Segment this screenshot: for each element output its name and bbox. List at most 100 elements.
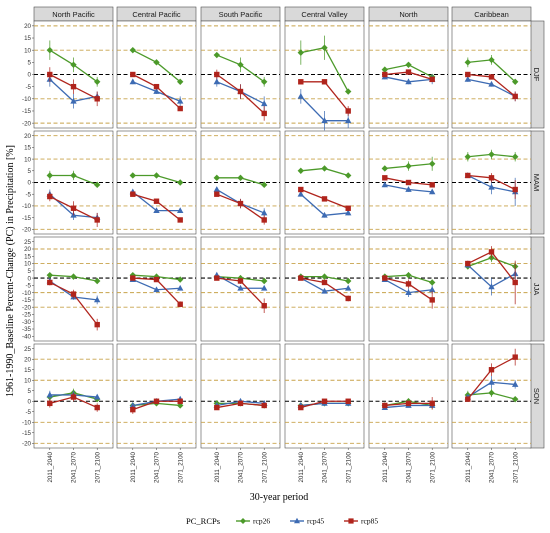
data-point-rcp85 (94, 321, 100, 328)
y-tick-label: 10 (24, 377, 31, 384)
data-point-rcp45 (297, 190, 304, 197)
y-tick-label: 0 (28, 72, 32, 79)
data-point-rcp85 (177, 398, 183, 404)
data-point-rcp45 (405, 186, 412, 192)
legend-key-marker-rcp26 (240, 518, 246, 524)
y-tick-label: 15 (24, 253, 31, 260)
y-tick-label: -35 (22, 326, 32, 333)
data-point-rcp26 (429, 160, 436, 167)
row-strip-label: JJA (532, 283, 541, 296)
data-point-rcp26 (70, 61, 77, 68)
data-point-rcp26 (488, 151, 495, 158)
data-point-rcp45 (177, 284, 184, 291)
y-tick-label: 0 (28, 275, 32, 282)
x-tick-label: 2011_2040 (47, 451, 54, 482)
x-tick-label: 2071_2100 (345, 451, 352, 483)
y-tick-label: 5 (28, 168, 32, 175)
data-point-rcp26 (70, 172, 77, 179)
panel-background (116, 343, 197, 449)
y-tick-label: 15 (24, 35, 31, 42)
data-point-rcp26 (177, 276, 184, 283)
data-point-rcp85 (177, 301, 183, 307)
data-point-rcp45 (345, 117, 352, 124)
data-point-rcp85 (465, 71, 471, 78)
legend-key-marker-rcp85 (348, 518, 354, 524)
legend: PC_RCPs rcp26 rcp45 rcp85 (186, 516, 378, 526)
data-point-rcp85 (512, 93, 518, 100)
data-point-rcp45 (261, 100, 268, 107)
data-point-rcp85 (488, 175, 495, 181)
data-point-rcp45 (153, 88, 160, 94)
data-point-rcp85 (465, 172, 471, 179)
data-point-rcp45 (70, 97, 77, 104)
data-point-rcp85 (261, 402, 267, 409)
data-point-rcp85 (130, 71, 136, 78)
y-tick-label: -10 (22, 96, 32, 103)
y-tick-label: 20 (24, 133, 31, 140)
data-point-rcp26 (512, 395, 519, 403)
column-strip-label: North (399, 10, 417, 19)
row-strip-label: SON (532, 388, 541, 404)
y-tick-label: 0 (28, 398, 32, 405)
data-point-rcp26 (488, 56, 495, 64)
data-point-rcp85 (214, 275, 220, 281)
x-tick-label: 2011_2040 (130, 451, 137, 482)
data-point-rcp45 (94, 296, 101, 303)
legend-label-rcp26: rcp26 (253, 517, 270, 526)
legend-label-rcp85: rcp85 (361, 517, 378, 526)
y-tick-label: -15 (22, 297, 32, 304)
data-point-rcp45 (429, 286, 436, 293)
y-tick-label: -10 (22, 203, 32, 210)
y-tick-label: -20 (22, 227, 32, 234)
data-point-rcp85 (298, 404, 304, 411)
x-tick-label: 2041_2070 (238, 451, 245, 483)
data-point-rcp26 (321, 44, 328, 51)
data-point-rcp26 (464, 59, 471, 66)
data-point-rcp45 (213, 186, 220, 192)
data-point-rcp26 (177, 78, 184, 85)
y-tick-label: -15 (22, 430, 32, 437)
data-point-rcp45 (129, 402, 136, 408)
data-point-rcp45 (261, 209, 268, 216)
data-point-rcp85 (153, 276, 160, 283)
column-strip-label: Central Valley (301, 10, 347, 19)
y-tick-label: 5 (28, 268, 32, 275)
data-point-rcp26 (261, 181, 268, 189)
data-point-rcp85 (237, 200, 244, 207)
data-point-rcp45 (177, 97, 184, 104)
data-point-rcp26 (46, 271, 53, 279)
panel-background (33, 236, 114, 342)
data-point-rcp26 (405, 61, 412, 68)
data-point-rcp85 (465, 396, 471, 402)
data-point-rcp85 (488, 367, 495, 373)
data-point-rcp45 (297, 92, 304, 99)
data-point-rcp85 (321, 196, 328, 202)
data-point-rcp45 (381, 181, 388, 188)
data-point-rcp45 (213, 78, 220, 85)
data-point-rcp26 (345, 277, 352, 285)
y-axis-title: 1961-1990_Baseline Percent-Change (PC) i… (5, 145, 16, 397)
data-point-rcp45 (405, 78, 412, 85)
x-axis-title: 30-year period (250, 492, 309, 503)
y-tick-label: -20 (22, 440, 32, 447)
data-point-rcp45 (488, 283, 495, 290)
data-point-rcp26 (512, 153, 519, 160)
data-point-rcp26 (237, 61, 244, 68)
data-point-rcp85 (512, 354, 518, 360)
data-point-rcp45 (46, 391, 53, 398)
y-tick-label: -10 (22, 419, 32, 426)
x-tick-label: 2011_2040 (214, 451, 221, 482)
data-point-rcp26 (46, 46, 53, 54)
data-point-rcp26 (70, 273, 77, 280)
data-point-rcp85 (214, 404, 220, 411)
data-point-rcp85 (94, 404, 100, 411)
data-point-rcp85 (321, 398, 328, 404)
y-tick-label: 25 (24, 346, 31, 353)
data-point-rcp26 (297, 167, 304, 174)
panels-layer (33, 6, 545, 449)
y-tick-label: 20 (24, 23, 31, 30)
data-point-rcp85 (345, 108, 351, 114)
data-point-rcp85 (214, 71, 220, 78)
data-point-rcp85 (153, 83, 160, 90)
